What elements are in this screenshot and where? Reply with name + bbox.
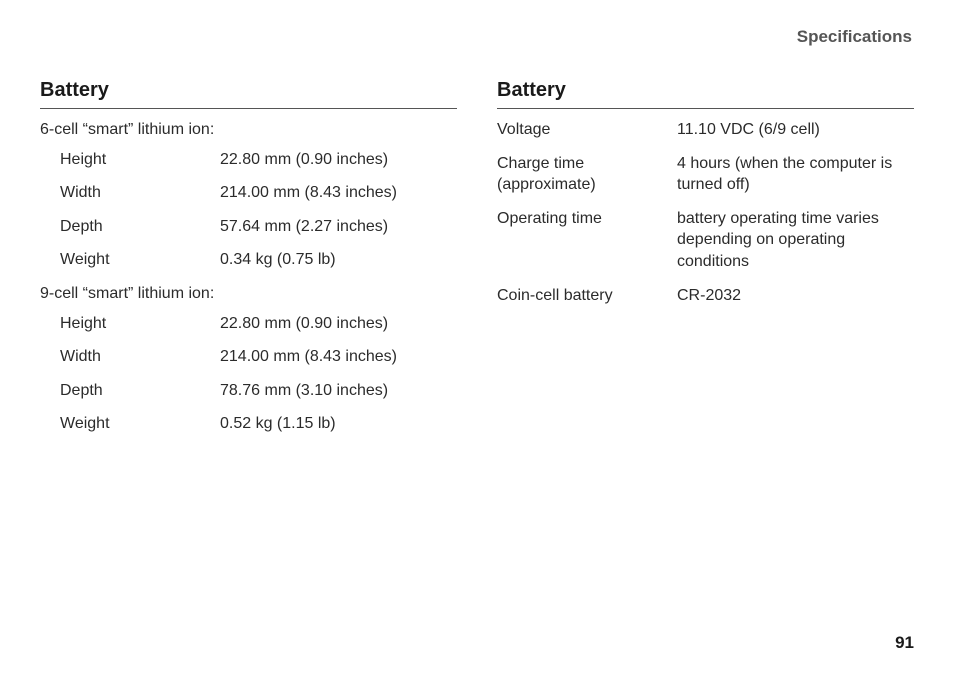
spec-row: Height 22.80 mm (0.90 inches) xyxy=(40,149,457,171)
spec-row: Coin-cell battery CR-2032 xyxy=(497,285,914,307)
spec-row: Width 214.00 mm (8.43 inches) xyxy=(40,346,457,368)
left-heading: Battery xyxy=(40,77,457,104)
spec-row: Width 214.00 mm (8.43 inches) xyxy=(40,182,457,204)
content-columns: Battery 6-cell “smart” lithium ion: Heig… xyxy=(40,77,914,447)
spec-value: battery operating time varies depending … xyxy=(677,208,914,273)
right-heading: Battery xyxy=(497,77,914,104)
group2-title: 9-cell “smart” lithium ion: xyxy=(40,283,457,305)
spec-label: Height xyxy=(60,313,220,335)
right-rule xyxy=(497,108,914,109)
spec-label: Width xyxy=(60,346,220,368)
page: Specifications Battery 6-cell “smart” li… xyxy=(0,0,954,677)
spec-value: 78.76 mm (3.10 inches) xyxy=(220,380,457,402)
spec-value: 22.80 mm (0.90 inches) xyxy=(220,313,457,335)
spec-value: 214.00 mm (8.43 inches) xyxy=(220,346,457,368)
spec-label: Height xyxy=(60,149,220,171)
spec-label: Weight xyxy=(60,413,220,435)
spec-label: Coin-cell battery xyxy=(497,285,677,307)
spec-row: Weight 0.34 kg (0.75 lb) xyxy=(40,249,457,271)
spec-label: Depth xyxy=(60,216,220,238)
spec-label: Width xyxy=(60,182,220,204)
spec-value: 11.10 VDC (6/9 cell) xyxy=(677,119,914,141)
group1-rows: Height 22.80 mm (0.90 inches) Width 214.… xyxy=(40,149,457,271)
spec-row: Charge time (approximate) 4 hours (when … xyxy=(497,153,914,196)
spec-label: Voltage xyxy=(497,119,677,141)
group2-rows: Height 22.80 mm (0.90 inches) Width 214.… xyxy=(40,313,457,435)
group1-title: 6-cell “smart” lithium ion: xyxy=(40,119,457,141)
spec-row: Weight 0.52 kg (1.15 lb) xyxy=(40,413,457,435)
left-column: Battery 6-cell “smart” lithium ion: Heig… xyxy=(40,77,457,447)
spec-row: Height 22.80 mm (0.90 inches) xyxy=(40,313,457,335)
spec-row: Depth 78.76 mm (3.10 inches) xyxy=(40,380,457,402)
spec-row: Operating time battery operating time va… xyxy=(497,208,914,273)
spec-row: Voltage 11.10 VDC (6/9 cell) xyxy=(497,119,914,141)
page-number: 91 xyxy=(895,632,914,655)
spec-value: 57.64 mm (2.27 inches) xyxy=(220,216,457,238)
spec-value: 22.80 mm (0.90 inches) xyxy=(220,149,457,171)
spec-value: CR-2032 xyxy=(677,285,914,307)
spec-value: 0.52 kg (1.15 lb) xyxy=(220,413,457,435)
spec-label: Charge time (approximate) xyxy=(497,153,677,196)
running-header: Specifications xyxy=(40,26,914,49)
left-rule xyxy=(40,108,457,109)
spec-label: Operating time xyxy=(497,208,677,273)
spec-value: 4 hours (when the computer is turned off… xyxy=(677,153,914,196)
spec-row: Depth 57.64 mm (2.27 inches) xyxy=(40,216,457,238)
spec-value: 0.34 kg (0.75 lb) xyxy=(220,249,457,271)
right-column: Battery Voltage 11.10 VDC (6/9 cell) Cha… xyxy=(497,77,914,447)
spec-label: Depth xyxy=(60,380,220,402)
spec-label: Weight xyxy=(60,249,220,271)
spec-value: 214.00 mm (8.43 inches) xyxy=(220,182,457,204)
